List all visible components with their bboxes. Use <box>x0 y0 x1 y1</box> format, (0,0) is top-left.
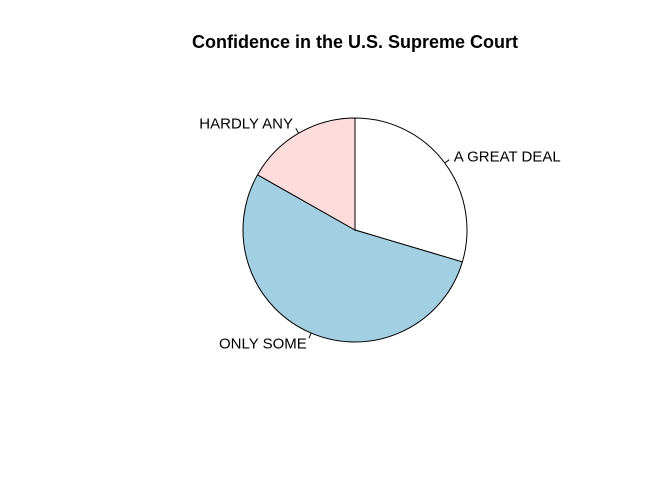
leader-line-only-some <box>308 332 312 339</box>
pie-slice-a-great-deal <box>354 117 468 263</box>
slice-label-only-some: ONLY SOME <box>219 335 307 352</box>
pie-labels: A GREAT DEAL ONLY SOME HARDLY ANY <box>199 116 560 353</box>
chart-title: Confidence in the U.S. Supreme Court <box>192 32 518 52</box>
slice-label-hardly-any: HARDLY ANY <box>199 116 293 133</box>
leader-line-hardly-any <box>295 128 300 134</box>
pie-slice-only-some <box>242 174 463 343</box>
slice-label-a-great-deal: A GREAT DEAL <box>454 148 561 165</box>
leader-line-a-great-deal <box>444 159 450 164</box>
pie-slices <box>242 117 468 343</box>
